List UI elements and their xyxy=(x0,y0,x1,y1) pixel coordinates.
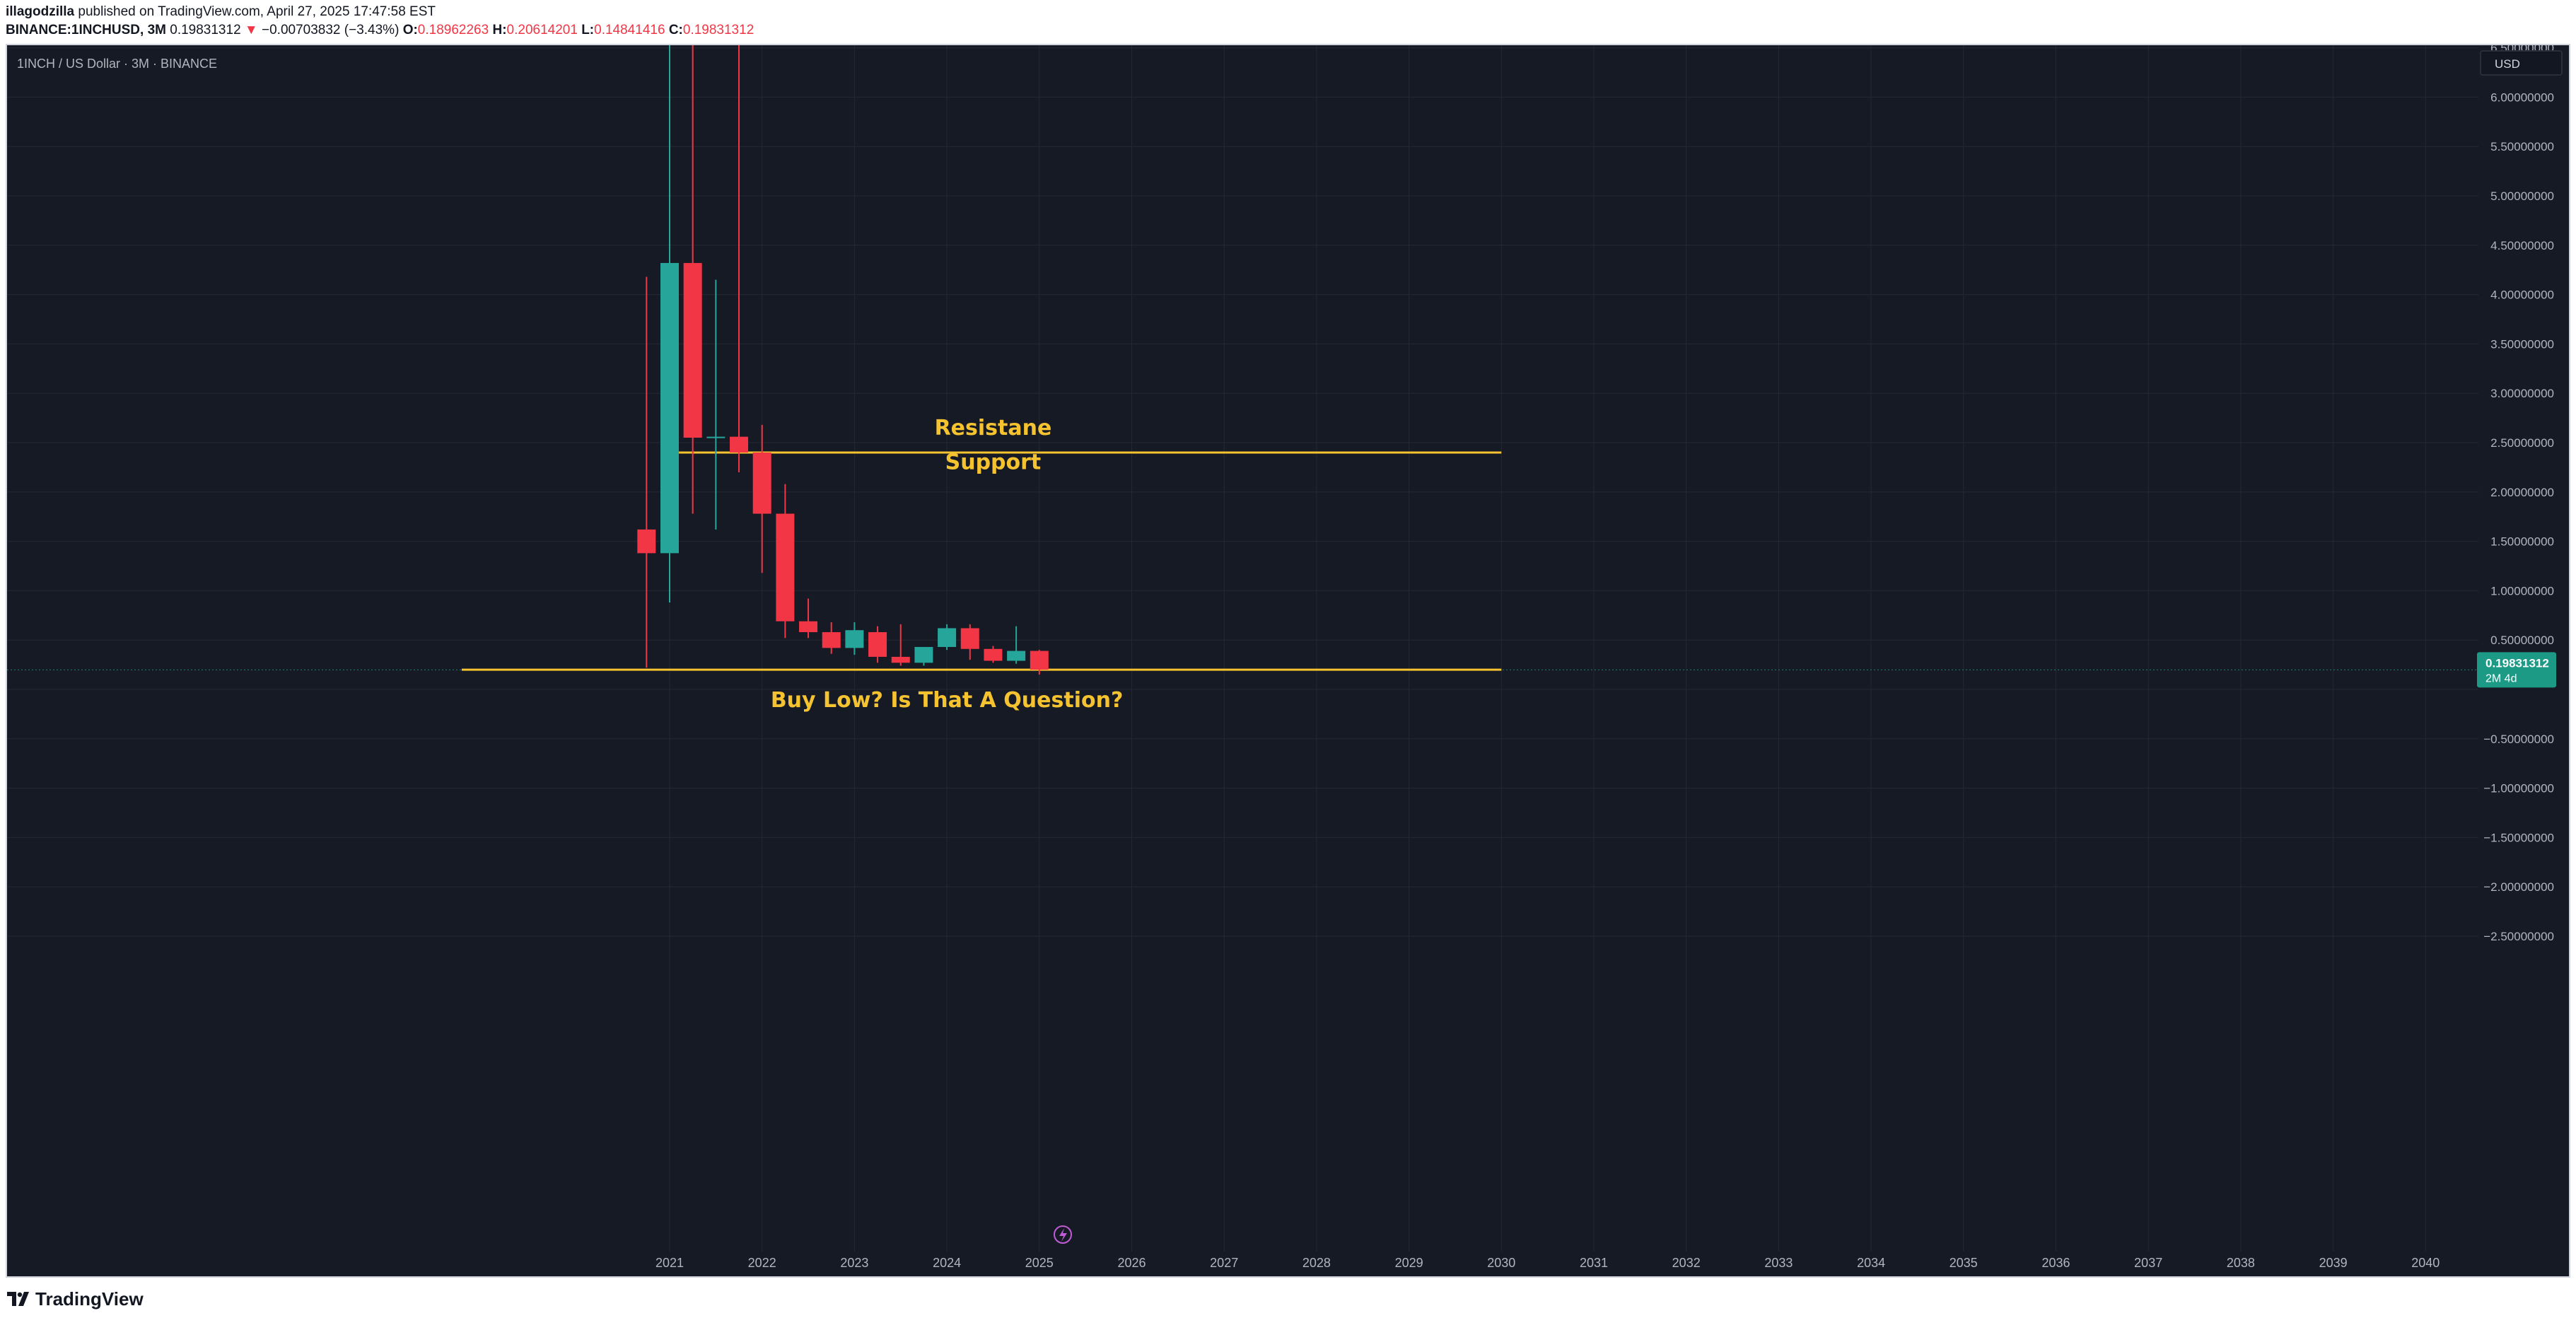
open-value: 0.18962263 xyxy=(417,23,489,37)
candle-body-up xyxy=(914,646,933,663)
y-tick-label: −0.50000000 xyxy=(2483,733,2554,746)
text-annotations[interactable]: Unbroken StructureResistaneSupportBuy Lo… xyxy=(771,45,1124,713)
publication-info: illagodzilla published on TradingView.co… xyxy=(6,4,436,20)
y-tick-label: −2.00000000 xyxy=(2483,880,2554,894)
x-tick-label: 2033 xyxy=(1764,1256,1793,1270)
brand-name: TradingView xyxy=(35,1288,144,1310)
candle-body-down xyxy=(822,632,841,648)
currency-label: USD xyxy=(2495,57,2520,71)
x-tick-label: 2022 xyxy=(748,1256,776,1270)
x-tick-label: 2027 xyxy=(1210,1256,1238,1270)
last-price: 0.19831312 xyxy=(170,23,241,37)
x-tick-label: 2040 xyxy=(2411,1256,2440,1270)
price-axis[interactable]: 9.000000008.500000008.000000007.50000000… xyxy=(2483,45,2554,943)
candle-body-up xyxy=(706,436,725,438)
y-tick-label: 3.00000000 xyxy=(2490,387,2554,400)
footer xyxy=(0,1278,2576,1318)
x-tick-label: 2029 xyxy=(1395,1256,1423,1270)
close-label: C: xyxy=(668,23,683,37)
high-value: 0.20614201 xyxy=(506,23,578,37)
candle-body-down xyxy=(799,621,818,633)
down-arrow-icon: ▼ xyxy=(244,23,258,37)
y-tick-label: −1.50000000 xyxy=(2483,831,2554,844)
price-chart[interactable]: Unbroken StructureResistaneSupportBuy Lo… xyxy=(7,45,2569,1276)
horizontal-lines[interactable] xyxy=(461,45,1502,671)
low-value: 0.14841416 xyxy=(594,23,665,37)
low-label: L: xyxy=(581,23,595,37)
x-tick-label: 2025 xyxy=(1025,1256,1054,1270)
x-tick-label: 2024 xyxy=(933,1256,961,1270)
y-tick-label: 2.50000000 xyxy=(2490,436,2554,450)
candle-body-down xyxy=(984,648,1003,661)
y-tick-label: 6.00000000 xyxy=(2490,91,2554,104)
y-tick-label: 4.00000000 xyxy=(2490,288,2554,302)
bar-countdown: 2M 4d xyxy=(2485,672,2517,684)
candle-body-down xyxy=(637,529,656,554)
candle-body-up xyxy=(660,262,679,554)
x-tick-label: 2030 xyxy=(1487,1256,1515,1270)
currency-button[interactable]: USD xyxy=(2480,50,2563,76)
high-label: H: xyxy=(492,23,507,37)
symbol-name: BINANCE:1INCHUSD, 3M xyxy=(6,23,166,37)
x-tick-label: 2035 xyxy=(1950,1256,1978,1270)
close-value: 0.19831312 xyxy=(682,23,754,37)
candles xyxy=(637,45,1049,675)
publication-header: illagodzilla published on TradingView.co… xyxy=(0,0,2576,44)
x-tick-label: 2028 xyxy=(1302,1256,1331,1270)
author-name[interactable]: illagodzilla xyxy=(6,4,75,19)
y-tick-label: 2.00000000 xyxy=(2490,486,2554,499)
x-tick-label: 2032 xyxy=(1672,1256,1701,1270)
symbol-info-line: BINANCE:1INCHUSD, 3M 0.19831312 ▼ −0.007… xyxy=(6,23,754,38)
time-axis[interactable]: 2021 2022 2023 2024 2025 2026 2027 2028 2029 2030… xyxy=(655,1256,2440,1270)
chart-pane[interactable]: Unbroken StructureResistaneSupportBuy Lo… xyxy=(6,44,2570,1278)
x-tick-label: 2036 xyxy=(2041,1256,2070,1270)
x-tick-label: 2039 xyxy=(2319,1256,2348,1270)
y-tick-label: 4.50000000 xyxy=(2490,239,2554,252)
annotation-text[interactable]: Buy Low? Is That A Question? xyxy=(771,688,1124,713)
published-text: published on TradingView.com, April 27, … xyxy=(78,4,436,19)
grid xyxy=(7,45,2478,1252)
y-tick-label: 5.00000000 xyxy=(2490,189,2554,203)
candle-body-down xyxy=(683,262,702,438)
y-tick-label: −1.00000000 xyxy=(2483,782,2554,795)
candle-body-down xyxy=(891,656,910,663)
candle-body-down xyxy=(1030,651,1049,670)
y-tick-label: 0.50000000 xyxy=(2490,634,2554,647)
y-tick-label: 5.50000000 xyxy=(2490,140,2554,153)
price-change: −0.00703832 (−3.43%) xyxy=(262,23,400,37)
candle-body-up xyxy=(938,628,957,647)
candle-body-down xyxy=(752,452,771,514)
current-price-tag: 0.19831312 2M 4d xyxy=(2477,652,2556,688)
current-price-value: 0.19831312 xyxy=(2485,656,2549,670)
y-tick-label: 1.00000000 xyxy=(2490,584,2554,597)
annotation-text[interactable]: Resistane xyxy=(935,416,1052,441)
tradingview-logo-icon xyxy=(7,1291,29,1306)
open-label: O: xyxy=(402,23,418,37)
x-tick-label: 2026 xyxy=(1117,1256,1146,1270)
x-tick-label: 2038 xyxy=(2227,1256,2255,1270)
x-tick-label: 2021 xyxy=(655,1256,684,1270)
candle-body-down xyxy=(868,632,887,657)
x-tick-label: 2034 xyxy=(1857,1256,1885,1270)
x-tick-label: 2031 xyxy=(1580,1256,1608,1270)
lightning-icon[interactable] xyxy=(1054,1225,1072,1244)
x-tick-label: 2037 xyxy=(2134,1256,2162,1270)
candle-body-down xyxy=(776,513,795,622)
candle-body-down xyxy=(730,436,749,453)
chart-title: 1INCH / US Dollar · 3M · BINANCE xyxy=(17,57,217,71)
candle-body-down xyxy=(960,628,979,649)
x-tick-label: 2023 xyxy=(840,1256,868,1270)
y-tick-label: 1.50000000 xyxy=(2490,535,2554,549)
candle-body-up xyxy=(845,630,864,648)
y-tick-label: −2.50000000 xyxy=(2483,930,2554,943)
annotation-text[interactable]: Support xyxy=(945,450,1042,475)
tradingview-logo[interactable]: TradingView xyxy=(7,1288,144,1310)
y-tick-label: 3.50000000 xyxy=(2490,337,2554,351)
candle-body-up xyxy=(1007,651,1026,661)
